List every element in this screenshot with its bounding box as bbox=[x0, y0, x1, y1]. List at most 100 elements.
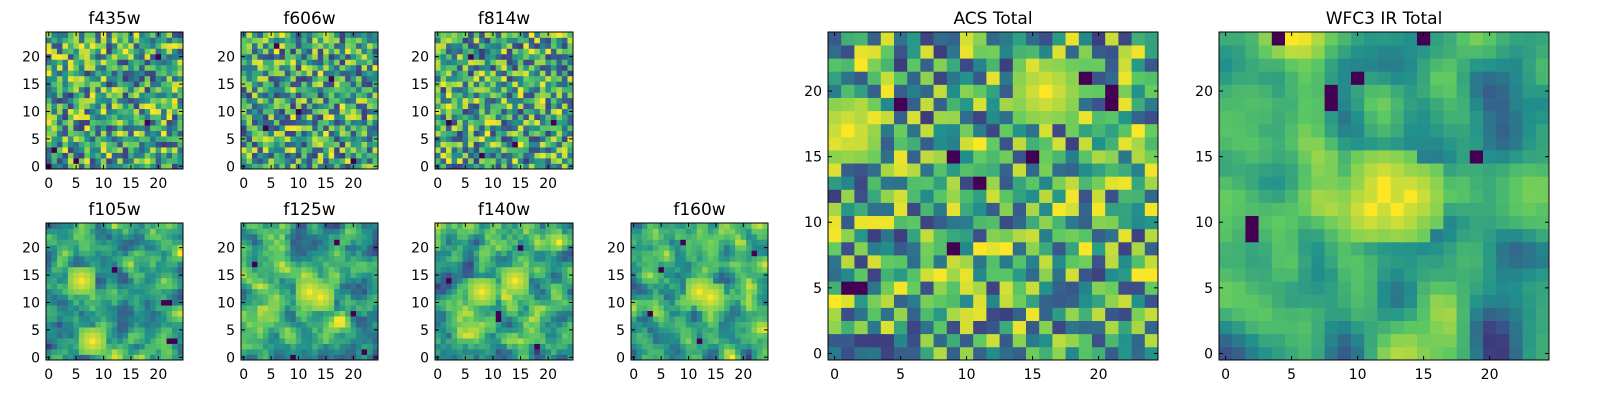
heatmap-cell bbox=[128, 64, 135, 71]
heatmap-cell bbox=[67, 255, 74, 262]
heatmap-cell bbox=[133, 327, 140, 333]
heatmap-cell bbox=[484, 288, 491, 295]
heatmap-cell bbox=[854, 307, 868, 321]
heatmap-cell bbox=[1105, 333, 1119, 348]
heatmap-cell bbox=[545, 48, 552, 55]
heatmap-cell bbox=[729, 332, 736, 339]
heatmap-cell bbox=[545, 266, 552, 273]
heatmap-cell bbox=[133, 288, 140, 295]
heatmap-cell bbox=[435, 86, 441, 93]
heatmap-cell bbox=[241, 37, 247, 44]
heatmap-cell bbox=[350, 158, 357, 164]
heatmap-cell bbox=[920, 255, 934, 269]
heatmap-cell bbox=[356, 81, 362, 88]
heatmap-cell bbox=[999, 189, 1014, 203]
heatmap-cell bbox=[462, 97, 469, 104]
heatmap-cell bbox=[545, 119, 552, 126]
heatmap-cell bbox=[62, 288, 69, 295]
heatmap-cell bbox=[122, 343, 129, 350]
heatmap-cell bbox=[561, 48, 568, 55]
heatmap-cell bbox=[312, 97, 319, 104]
heatmap-cell bbox=[539, 321, 546, 328]
heatmap-cell bbox=[56, 255, 63, 262]
heatmap-cell bbox=[323, 53, 330, 60]
heatmap-cell bbox=[172, 354, 178, 361]
panel-title: ACS Total bbox=[953, 9, 1032, 29]
heatmap-cell bbox=[334, 305, 340, 312]
heatmap-cell bbox=[484, 59, 491, 66]
heatmap-cell bbox=[973, 320, 987, 335]
heatmap-cell bbox=[122, 316, 129, 322]
heatmap-cell bbox=[561, 354, 568, 361]
heatmap-cell bbox=[367, 305, 373, 312]
heatmap-cell bbox=[652, 349, 659, 355]
heatmap-cell bbox=[166, 48, 173, 55]
heatmap-cell bbox=[556, 294, 563, 301]
heatmap-cell bbox=[117, 64, 124, 71]
heatmap-cell bbox=[323, 283, 330, 290]
heatmap-cell bbox=[669, 288, 676, 295]
heatmap-cell bbox=[273, 147, 280, 153]
heatmap-cell bbox=[1078, 228, 1093, 243]
heatmap-cell bbox=[658, 299, 665, 306]
heatmap-cell bbox=[762, 310, 769, 317]
heatmap-cell bbox=[150, 310, 156, 317]
heatmap-cell bbox=[999, 163, 1014, 177]
heatmap-cell bbox=[155, 305, 162, 312]
heatmap-cell bbox=[680, 277, 687, 284]
heatmap-cell bbox=[636, 332, 643, 339]
heatmap-cell bbox=[479, 305, 486, 312]
heatmap-cell bbox=[161, 332, 167, 339]
heatmap-cell bbox=[73, 86, 80, 93]
heatmap-cell bbox=[62, 42, 69, 49]
heatmap-cell bbox=[328, 147, 335, 153]
heatmap-cell bbox=[740, 272, 747, 279]
heatmap-cell bbox=[680, 343, 687, 350]
heatmap-cell bbox=[251, 266, 258, 273]
heatmap-cell bbox=[279, 239, 286, 246]
heatmap-cell bbox=[89, 97, 96, 104]
heatmap-cell bbox=[257, 97, 264, 104]
heatmap-cell bbox=[117, 86, 124, 93]
heatmap-cell bbox=[295, 97, 302, 104]
y-tick-label: 5 bbox=[31, 323, 40, 339]
heatmap-cell bbox=[161, 32, 167, 38]
heatmap-cell bbox=[674, 239, 681, 246]
heatmap-cell bbox=[177, 92, 184, 99]
heatmap-cell bbox=[528, 163, 535, 170]
heatmap-cell bbox=[161, 81, 167, 88]
heatmap-cell bbox=[501, 288, 508, 295]
heatmap-cell bbox=[144, 163, 151, 170]
heatmap-cell bbox=[290, 343, 297, 350]
heatmap-cell bbox=[479, 228, 486, 235]
heatmap-cell bbox=[279, 255, 286, 262]
heatmap-cell bbox=[457, 86, 463, 93]
heatmap-cell bbox=[317, 136, 324, 142]
heatmap-cell bbox=[539, 349, 546, 355]
heatmap-cell bbox=[528, 32, 535, 38]
heatmap-cell bbox=[545, 250, 552, 257]
heatmap-cell bbox=[356, 37, 362, 44]
heatmap-cell bbox=[89, 343, 96, 350]
heatmap-cell bbox=[67, 239, 74, 246]
heatmap-cell bbox=[284, 266, 291, 273]
heatmap-cell bbox=[273, 152, 280, 159]
heatmap-cell bbox=[268, 136, 275, 142]
heatmap-cell bbox=[512, 32, 519, 38]
heatmap-cell bbox=[501, 92, 508, 99]
heatmap-cell bbox=[523, 277, 530, 284]
heatmap-cell bbox=[46, 70, 52, 77]
heatmap-cell bbox=[279, 354, 286, 361]
heatmap-cell bbox=[312, 294, 319, 301]
heatmap-cell bbox=[95, 130, 102, 137]
heatmap-cell bbox=[317, 343, 324, 350]
heatmap-cell bbox=[1065, 215, 1080, 230]
heatmap-cell bbox=[89, 228, 96, 235]
heatmap-cell bbox=[674, 305, 681, 312]
heatmap-cell bbox=[523, 272, 530, 279]
heatmap-cell bbox=[150, 255, 156, 262]
heatmap-cell bbox=[334, 136, 340, 142]
heatmap-cell bbox=[946, 163, 961, 177]
heatmap-cell bbox=[150, 141, 156, 148]
heatmap-cell bbox=[339, 288, 346, 295]
